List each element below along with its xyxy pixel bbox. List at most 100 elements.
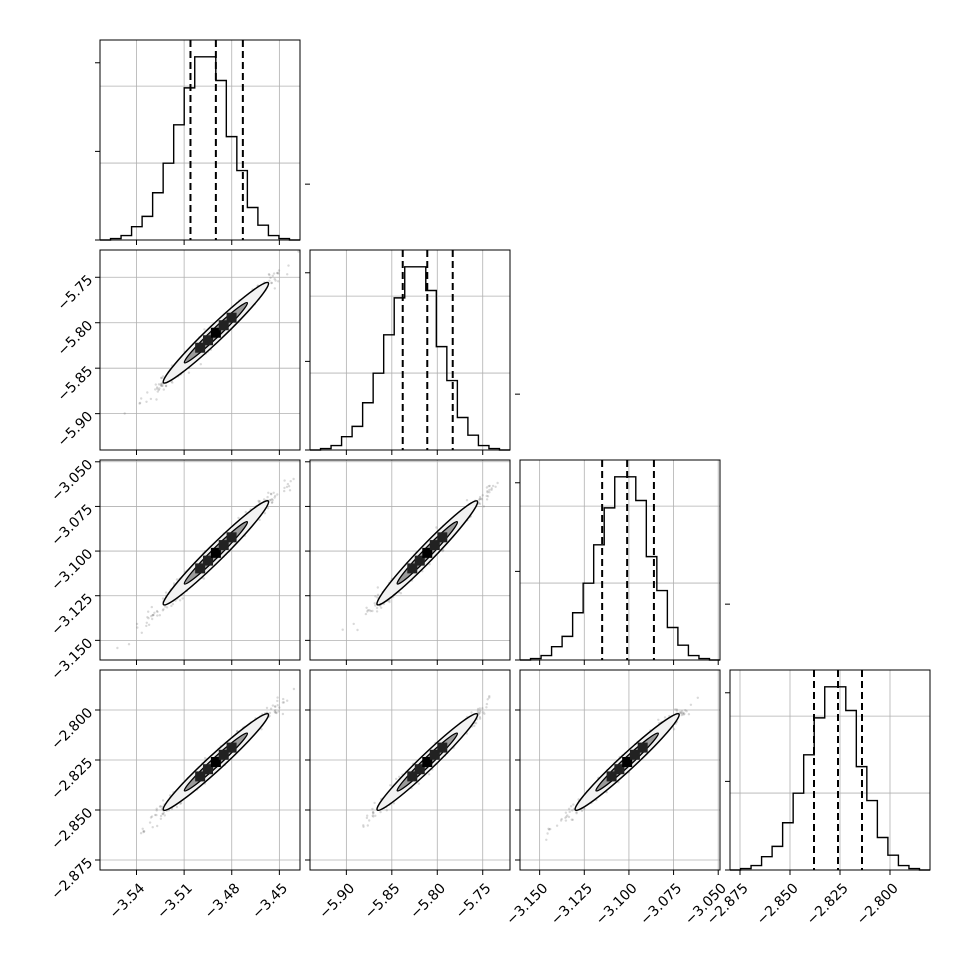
sample-point bbox=[140, 631, 143, 634]
panel-frame bbox=[99, 39, 301, 241]
sample-point bbox=[277, 710, 280, 713]
density-cell bbox=[218, 540, 229, 551]
sample-point bbox=[268, 499, 272, 502]
sample-point bbox=[672, 728, 676, 731]
sample-point bbox=[148, 821, 152, 824]
sample-point bbox=[270, 281, 273, 285]
sample-point bbox=[141, 827, 144, 830]
sample-point bbox=[266, 507, 270, 510]
sample-point bbox=[146, 391, 149, 394]
sample-point bbox=[202, 577, 206, 580]
sample-point bbox=[486, 491, 489, 494]
sample-point bbox=[374, 595, 377, 598]
sample-point bbox=[140, 397, 143, 400]
sample-point bbox=[276, 699, 279, 703]
sample-point bbox=[417, 782, 421, 785]
sample-point bbox=[368, 819, 371, 822]
sample-point bbox=[485, 706, 488, 709]
sample-point bbox=[283, 479, 286, 482]
panel-1-1 bbox=[305, 183, 511, 455]
sample-point bbox=[158, 387, 161, 390]
sample-point bbox=[162, 608, 165, 611]
sample-point bbox=[145, 400, 148, 403]
sample-point bbox=[555, 824, 559, 827]
sample-point bbox=[164, 591, 168, 594]
sample-point bbox=[270, 281, 273, 285]
sample-point bbox=[155, 398, 158, 401]
sample-point bbox=[269, 707, 273, 710]
sample-point bbox=[696, 696, 699, 699]
sample-point bbox=[158, 805, 162, 808]
sample-point bbox=[161, 597, 165, 600]
sample-point bbox=[491, 484, 495, 488]
sample-point bbox=[159, 814, 163, 818]
sample-point bbox=[203, 756, 207, 760]
sample-point bbox=[277, 272, 280, 275]
sample-point bbox=[282, 697, 285, 701]
sample-point bbox=[482, 711, 485, 714]
sample-point bbox=[375, 610, 379, 613]
sample-point bbox=[145, 621, 148, 624]
panel-1-0 bbox=[95, 249, 301, 455]
sample-point bbox=[286, 699, 289, 702]
panel-3-0 bbox=[95, 669, 301, 875]
sample-point bbox=[477, 501, 481, 504]
sample-point bbox=[485, 486, 489, 489]
sample-point bbox=[488, 695, 491, 698]
sample-point bbox=[156, 390, 159, 393]
sample-point bbox=[159, 817, 163, 820]
sample-point bbox=[365, 606, 368, 609]
density-cell bbox=[437, 532, 448, 543]
sample-point bbox=[481, 494, 484, 497]
sample-point bbox=[258, 501, 261, 504]
sample-point bbox=[162, 388, 165, 391]
panel-frame bbox=[99, 459, 301, 661]
sample-point bbox=[371, 807, 374, 811]
sample-point bbox=[371, 609, 374, 613]
sample-point bbox=[203, 328, 206, 331]
sample-point bbox=[154, 383, 157, 386]
sample-point bbox=[276, 696, 279, 699]
sample-point bbox=[572, 803, 575, 806]
sample-point bbox=[270, 501, 274, 504]
sample-point bbox=[362, 825, 365, 828]
sample-point bbox=[265, 706, 269, 710]
sample-point bbox=[164, 384, 168, 388]
sample-point bbox=[151, 617, 154, 621]
sample-point bbox=[142, 830, 145, 834]
sample-point bbox=[486, 698, 489, 701]
sample-point bbox=[152, 613, 155, 617]
sample-point bbox=[147, 610, 150, 613]
sample-point bbox=[364, 612, 368, 616]
sample-point bbox=[138, 401, 142, 405]
sample-point bbox=[488, 491, 491, 494]
sample-point bbox=[277, 269, 281, 272]
sample-point bbox=[465, 499, 469, 502]
sample-point bbox=[277, 280, 280, 283]
sample-point bbox=[155, 809, 158, 812]
sample-point bbox=[488, 484, 491, 488]
sample-point bbox=[270, 498, 274, 501]
sample-point bbox=[399, 592, 403, 595]
sample-point bbox=[159, 384, 163, 387]
sample-point bbox=[286, 482, 290, 486]
sample-point bbox=[237, 516, 240, 520]
sample-point bbox=[356, 628, 359, 632]
sample-point bbox=[156, 387, 159, 390]
sample-point bbox=[154, 388, 157, 391]
sample-point bbox=[281, 701, 285, 704]
sample-point bbox=[262, 498, 266, 501]
sample-point bbox=[270, 493, 273, 496]
sample-point bbox=[268, 711, 272, 715]
sample-point bbox=[199, 363, 202, 366]
sample-point bbox=[283, 486, 286, 490]
density-cell bbox=[203, 335, 214, 346]
sample-point bbox=[274, 494, 277, 498]
sample-point bbox=[157, 388, 161, 392]
sample-point bbox=[165, 606, 169, 609]
sample-point bbox=[374, 604, 377, 607]
sample-point bbox=[366, 814, 369, 817]
sample-point bbox=[161, 609, 165, 612]
sample-point bbox=[481, 707, 484, 710]
sample-point bbox=[435, 526, 438, 529]
